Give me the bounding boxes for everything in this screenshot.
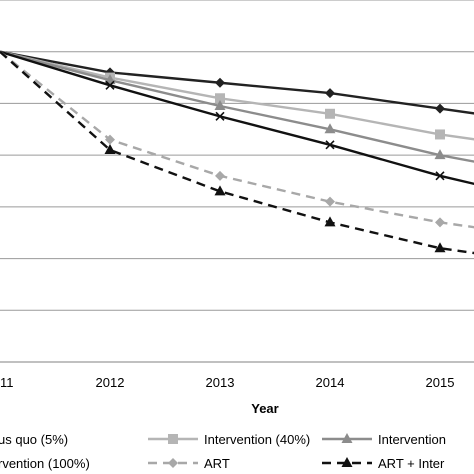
x-tick-label: 2014 — [316, 375, 345, 390]
gridlines — [0, 0, 474, 311]
x-tick-label: 11 — [0, 375, 14, 390]
data-point — [168, 434, 178, 444]
data-point — [324, 216, 336, 227]
data-point — [325, 196, 335, 207]
legend-label: Intervention — [378, 432, 446, 447]
series-line — [0, 50, 474, 115]
series-line — [0, 50, 474, 255]
x-tick-label: 2013 — [206, 375, 235, 390]
legend-entry: ART — [148, 456, 230, 471]
series-line — [0, 50, 474, 229]
legend-label: us quo (5%) — [0, 432, 68, 447]
series-art-intervention — [0, 50, 474, 255]
legend-label: rvention (100%) — [0, 456, 90, 471]
data-point — [434, 242, 446, 253]
series-line — [0, 50, 474, 186]
data-point — [214, 185, 226, 196]
legend-label: ART + Inter — [378, 456, 445, 471]
series-group — [0, 50, 474, 255]
data-point — [168, 458, 178, 468]
data-point — [325, 88, 335, 99]
data-point — [325, 140, 335, 150]
legend: us quo (5%) Intervention (40%) Interventio… — [0, 432, 446, 471]
data-point — [325, 108, 335, 119]
series-line — [0, 50, 474, 163]
data-point — [435, 129, 445, 140]
series-intervention-40 — [0, 50, 474, 141]
x-tick-labels: 11 2012 2013 2014 2015 — [0, 375, 454, 390]
data-point — [324, 123, 336, 134]
data-point — [104, 143, 116, 154]
data-point — [341, 433, 353, 443]
data-point — [435, 171, 445, 181]
x-tick-label: 2012 — [96, 375, 125, 390]
x-axis-title: Year — [251, 401, 278, 416]
data-point — [215, 170, 225, 181]
data-point — [435, 103, 445, 114]
series-art — [0, 50, 474, 229]
series-status-quo-5 — [0, 50, 474, 115]
legend-entry: Intervention — [322, 432, 446, 447]
series-intervention-100 — [0, 50, 474, 186]
legend-label: ART — [204, 456, 230, 471]
legend-entry: Intervention (40%) — [148, 432, 310, 447]
data-point — [214, 100, 226, 111]
legend-label: Intervention (40%) — [204, 432, 310, 447]
data-point — [215, 77, 225, 88]
data-point — [435, 217, 445, 228]
data-point — [434, 149, 446, 160]
legend-entry: us quo (5%) — [0, 432, 68, 447]
data-point — [215, 93, 225, 104]
legend-entry: rvention (100%) — [0, 456, 90, 471]
legend-entry: ART + Inter — [322, 456, 445, 471]
data-point — [105, 80, 115, 90]
data-point — [341, 457, 353, 467]
data-point — [105, 134, 115, 145]
x-tick-label: 2015 — [426, 375, 455, 390]
series-line — [0, 50, 474, 141]
data-point — [215, 111, 225, 121]
